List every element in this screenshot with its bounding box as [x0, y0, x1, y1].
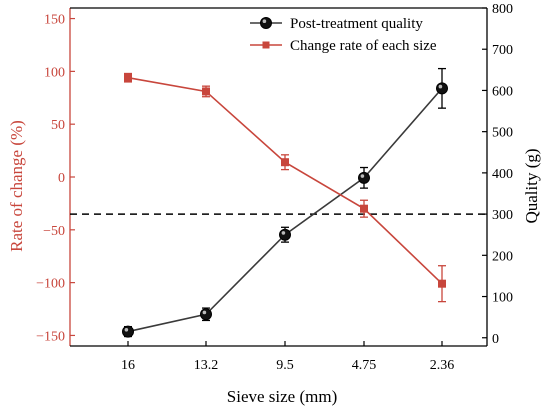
right-y-tick-label: 0 — [492, 332, 499, 347]
data-point-square — [281, 158, 289, 167]
data-point-circle — [200, 308, 212, 321]
data-point-square — [202, 87, 210, 96]
data-point-circle — [279, 228, 291, 241]
data-point-circle — [436, 82, 448, 95]
data-point-highlight — [202, 310, 207, 315]
legend-marker-circle — [260, 17, 272, 29]
data-point-square — [360, 204, 368, 213]
data-point-highlight — [360, 174, 365, 178]
right-y-axis: 0 100 200 300 400 500 600 700 800 — [482, 2, 513, 347]
right-y-tick-label: 300 — [492, 208, 513, 223]
right-y-tick-label: 400 — [492, 167, 513, 182]
right-y-tick-label: 800 — [492, 2, 513, 17]
x-tick-label: 9.5 — [276, 358, 294, 373]
data-point-circle — [358, 171, 370, 184]
x-axis-title: Sieve size (mm) — [227, 387, 337, 406]
x-axis: 16 13.2 9.5 4.75 2.36 — [121, 341, 454, 373]
left-y-axis-title: Rate of change (%) — [7, 120, 26, 252]
legend-marker-square — [262, 41, 270, 49]
series-layer — [122, 67, 448, 338]
legend-label-0: Post-treatment quality — [290, 16, 423, 32]
data-point-circle — [122, 325, 134, 338]
right-y-tick-label: 100 — [492, 291, 513, 306]
left-y-tick-label: −150 — [36, 329, 65, 344]
right-y-axis-title: Quality (g) — [522, 148, 541, 223]
legend: Post-treatment quality Change rate of eac… — [250, 16, 437, 54]
data-point-highlight — [124, 327, 129, 332]
left-y-tick-label: −100 — [36, 277, 65, 292]
legend-label-1: Change rate of each size — [290, 38, 437, 54]
left-y-axis: 150 100 50 0 −50 −100 −150 — [36, 13, 75, 344]
left-y-tick-label: 100 — [44, 65, 65, 80]
right-y-tick-label: 500 — [492, 126, 513, 141]
x-tick-label: 4.75 — [352, 358, 377, 373]
legend-marker-highlight — [262, 19, 267, 24]
x-tick-label: 13.2 — [194, 358, 219, 373]
data-point-square — [438, 279, 446, 288]
right-y-tick-label: 600 — [492, 84, 513, 99]
data-point-highlight — [281, 231, 286, 235]
left-y-tick-label: 150 — [44, 13, 65, 28]
left-y-tick-label: 0 — [58, 171, 65, 186]
left-y-tick-label: −50 — [43, 224, 65, 239]
data-point-highlight — [438, 84, 443, 89]
data-point-square — [124, 73, 132, 82]
right-y-tick-label: 200 — [492, 249, 513, 264]
right-y-tick-label: 700 — [492, 43, 513, 58]
x-tick-label: 2.36 — [430, 358, 455, 373]
x-tick-label: 16 — [121, 358, 135, 373]
left-y-tick-label: 50 — [51, 118, 65, 133]
